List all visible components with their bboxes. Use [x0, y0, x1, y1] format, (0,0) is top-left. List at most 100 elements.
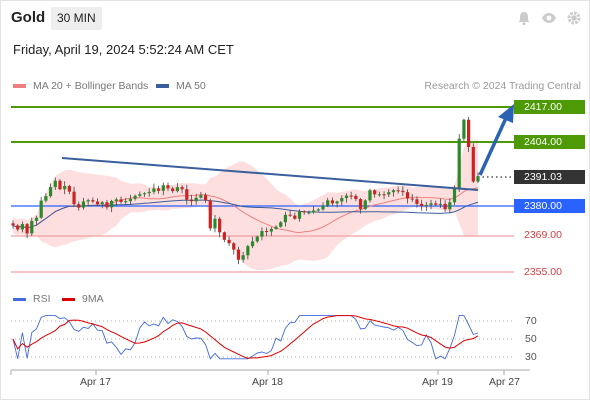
rsi-swatch: [13, 297, 26, 301]
x-label-apr27: Apr 27: [489, 376, 520, 388]
candle-down: [222, 232, 226, 240]
candle-down: [189, 199, 194, 202]
candle-down: [410, 198, 414, 200]
candle-up: [448, 202, 452, 210]
candle-up: [335, 201, 339, 204]
candle-down: [16, 225, 20, 230]
candle-up: [44, 196, 48, 201]
candle-up: [452, 188, 457, 203]
candle-down: [171, 188, 175, 192]
candle-down: [396, 190, 400, 192]
candle-down: [119, 199, 123, 203]
ma50-swatch: [156, 84, 169, 88]
candle-down: [349, 195, 353, 197]
datetime-label: Friday, April 19, 2024 5:52:24 AM CET: [13, 42, 234, 57]
9ma-label: 9MA: [82, 293, 104, 305]
settings-icon[interactable]: [566, 10, 582, 26]
candle-down: [415, 199, 419, 204]
bollinger-band: [13, 139, 478, 270]
candle-up: [438, 203, 443, 205]
candle-up: [30, 220, 34, 234]
candle-down: [265, 231, 269, 233]
candle-up: [391, 190, 396, 193]
candle-up: [316, 209, 320, 211]
candle-down: [203, 195, 208, 201]
ma20-label: MA 20 + Bollinger Bands: [33, 80, 149, 92]
candle-up: [476, 176, 480, 182]
candle-down: [302, 211, 306, 213]
candle-up: [255, 236, 259, 242]
candle-up: [274, 226, 278, 229]
eye-icon[interactable]: [541, 10, 557, 26]
candle-down: [208, 200, 212, 229]
candle-up: [377, 194, 381, 196]
candle-up: [81, 201, 86, 208]
candle-up: [142, 193, 147, 195]
timeframe-badge[interactable]: 30 MIN: [51, 7, 102, 30]
candle-down: [11, 223, 15, 226]
ma50-line: [12, 199, 479, 229]
candle-up: [114, 199, 118, 201]
legend-ma20: MA 20 + Bollinger Bands: [13, 80, 148, 92]
candle-up: [147, 191, 151, 194]
candle-up: [250, 241, 255, 247]
candle-up: [368, 190, 372, 201]
candle-down: [25, 224, 29, 234]
candle-up: [340, 198, 344, 202]
candle-up: [312, 210, 316, 213]
candle-up: [424, 204, 428, 206]
candle-up: [213, 218, 217, 229]
candle-down: [443, 203, 447, 210]
candle-down: [293, 215, 297, 219]
candle-up: [429, 203, 433, 205]
last-price-label: 2391.03: [514, 170, 585, 184]
pivot-label: 2380.00: [514, 199, 585, 213]
candle-up: [387, 192, 391, 195]
candle-down: [67, 186, 71, 192]
candle-up: [175, 187, 179, 192]
candle-up: [63, 186, 67, 190]
candle-down: [95, 201, 100, 205]
symbol-title: Gold: [11, 9, 46, 26]
rsi-axis-30: 30: [525, 351, 537, 363]
rsi-ma-line: [12, 315, 479, 359]
candle-up: [124, 201, 128, 203]
rsi-axis-50: 50: [525, 333, 537, 345]
candle-down: [180, 187, 184, 190]
rsi-panel: [11, 315, 514, 360]
candle-down: [373, 190, 377, 195]
candle-up: [321, 205, 325, 210]
candle-down: [218, 218, 222, 233]
bell-icon[interactable]: [516, 10, 532, 26]
candle-down: [72, 191, 76, 205]
x-label-apr17: Apr 17: [80, 376, 111, 388]
candle-down: [58, 180, 62, 190]
candlesticks: [11, 116, 480, 265]
candle-down: [157, 188, 161, 191]
candle-up: [241, 255, 245, 260]
rsi-line: [12, 315, 479, 360]
candle-up: [39, 200, 43, 218]
candle-down: [232, 243, 236, 250]
candle-up: [100, 202, 104, 205]
candle-up: [344, 195, 349, 199]
candle-up: [246, 246, 250, 256]
x-label-apr18: Apr 18: [252, 376, 283, 388]
candle-down: [166, 185, 170, 189]
candle-up: [457, 138, 461, 189]
candle-up: [462, 119, 466, 139]
resistance-1-label: 2404.00: [514, 135, 585, 149]
candle-up: [260, 231, 264, 237]
candle-down: [420, 203, 424, 206]
ma20-swatch: [13, 84, 26, 88]
candle-down: [354, 195, 358, 200]
candle-up: [53, 180, 57, 188]
bullish-arrow: [478, 104, 514, 176]
candle-up: [199, 195, 203, 198]
candle-down: [434, 203, 438, 205]
research-credit: Research © 2024 Trading Central: [424, 80, 581, 92]
resistance-2-label: 2417.00: [514, 100, 585, 114]
candle-up: [363, 200, 367, 209]
support-1-label: 2369.00: [524, 229, 562, 241]
